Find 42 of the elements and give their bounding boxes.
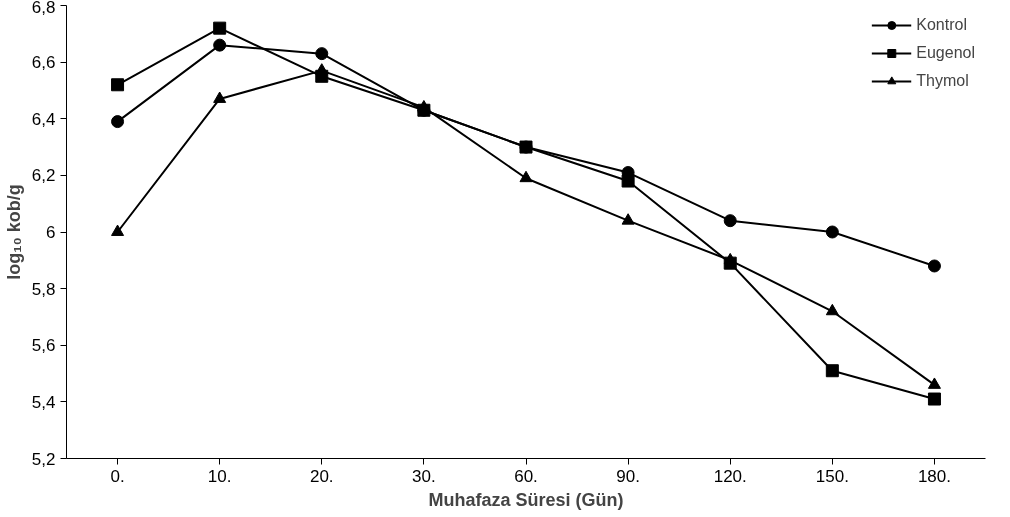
point [111,115,125,129]
x-tick-label: 10. [207,466,232,486]
legend-label: Kontrol [916,16,967,34]
x-tick-label: 0. [110,466,125,486]
y-tick-label: 6,6 [31,53,56,73]
legend-label: Eugenol [916,44,975,62]
point [111,78,125,92]
point [519,170,533,183]
point [315,63,329,75]
point [315,47,329,61]
point [213,21,227,35]
x-tick-label: 60. [514,466,538,486]
point [621,174,635,188]
point [927,377,941,389]
legend-label: Thymol [916,72,969,90]
point [825,303,839,316]
point [621,213,635,225]
x-tick-label: 120. [713,466,747,486]
y-tick-label: 5,8 [31,279,56,299]
y-tick-label: 6,8 [31,0,56,17]
point [825,225,839,239]
x-tick-label: 20. [309,466,334,486]
point [111,224,125,236]
y-tick-label: 5,2 [31,449,56,469]
point [927,392,941,406]
y-tick-label: 5,6 [31,336,56,356]
point [927,259,941,273]
x-tick-label: 180. [917,466,951,486]
x-axis-title: Muhafaza Süresi (Gün) [428,489,624,510]
y-tick-label: 6,2 [31,166,56,186]
y-tick-label: 5,4 [31,392,56,412]
x-tick-label: 90. [616,466,640,486]
x-tick-label: 30. [412,466,436,486]
point [213,91,227,103]
point [417,100,431,112]
point [825,364,839,378]
y-tick-label: 6,4 [31,109,56,129]
y-tick-label: 6 [46,223,56,242]
point [213,38,227,52]
x-tick-label: 150. [815,466,849,486]
point [723,214,737,228]
y-axis-title: log₁₀ kob/g [3,184,24,280]
